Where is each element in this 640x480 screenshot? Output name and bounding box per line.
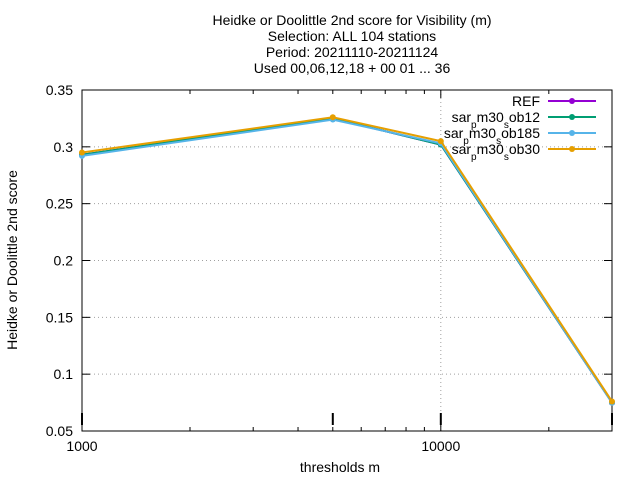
y-tick-label: 0.05: [46, 423, 73, 439]
x-tick-label: 1000: [66, 438, 97, 454]
plot-border: [81, 89, 613, 432]
legend-marker-0: [569, 98, 575, 104]
legend-marker-2: [569, 130, 575, 136]
title-line-2: Selection: ALL 104 stations: [268, 28, 436, 44]
y-tick-label: 0.1: [54, 366, 74, 382]
legend-marker-3: [569, 146, 575, 152]
title-line-1: Heidke or Doolittle 2nd score for Visibi…: [212, 12, 491, 28]
series-point-3: [437, 138, 444, 145]
series-point-3: [329, 114, 336, 121]
legend-label-1: sarpm30sob12: [452, 109, 541, 131]
y-axis-label: Heidke or Doolittle 2nd score: [4, 170, 20, 350]
y-tick-label: 0.15: [46, 309, 73, 325]
legend-marker-1: [569, 114, 575, 120]
y-tick-label: 0.25: [46, 196, 73, 212]
legend-label-3: sarpm30sob30: [452, 141, 541, 163]
chart-title: Heidke or Doolittle 2nd score for Visibi…: [212, 12, 491, 76]
legend-label-2: sarpm30sob185: [444, 125, 540, 147]
series-line-3: [81, 116, 613, 402]
series-point-3: [79, 149, 85, 156]
x-axis-label: thresholds m: [300, 459, 380, 475]
y-tick-label: 0.35: [46, 82, 73, 98]
series-line-2: [81, 118, 613, 404]
y-tick-label: 0.2: [54, 253, 74, 269]
title-line-4: Used 00,06,12,18 + 00 01 ... 36: [254, 60, 451, 76]
plot-area: [79, 114, 615, 425]
y-tick-label: 0.3: [54, 139, 74, 155]
title-line-3: Period: 20211110-20211124: [266, 44, 439, 60]
x-tick-label: 10000: [421, 438, 460, 454]
axes: 0.05 0.1 0.15 0.2 0.25 0.3 0.35 1000 10000: [46, 82, 613, 454]
legend-label-0: REF: [512, 93, 540, 109]
series-point-3: [609, 398, 615, 405]
